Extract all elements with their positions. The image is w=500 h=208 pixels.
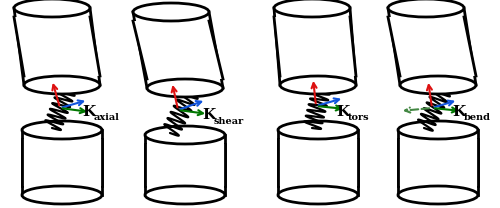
Ellipse shape <box>24 76 100 94</box>
Polygon shape <box>388 8 476 85</box>
Polygon shape <box>133 12 223 88</box>
Text: axial: axial <box>94 114 120 123</box>
Polygon shape <box>14 8 100 85</box>
Ellipse shape <box>280 76 356 94</box>
Text: K: K <box>202 108 215 122</box>
Ellipse shape <box>145 126 225 144</box>
Text: tors: tors <box>348 114 370 123</box>
Ellipse shape <box>388 0 464 17</box>
Ellipse shape <box>22 186 102 204</box>
Text: bend: bend <box>464 114 491 123</box>
Polygon shape <box>145 144 225 186</box>
Polygon shape <box>274 8 356 85</box>
Ellipse shape <box>133 3 209 21</box>
Polygon shape <box>388 17 476 76</box>
Ellipse shape <box>22 121 102 139</box>
Ellipse shape <box>278 186 358 204</box>
Ellipse shape <box>398 186 478 204</box>
Polygon shape <box>278 130 358 195</box>
Polygon shape <box>398 139 478 186</box>
Polygon shape <box>133 21 223 79</box>
Polygon shape <box>145 135 225 195</box>
Polygon shape <box>14 17 100 76</box>
Polygon shape <box>22 130 102 195</box>
Text: K: K <box>452 105 465 119</box>
Ellipse shape <box>278 121 358 139</box>
Polygon shape <box>398 130 478 195</box>
Text: K: K <box>82 105 95 119</box>
Text: K: K <box>336 105 349 119</box>
Ellipse shape <box>398 121 478 139</box>
Polygon shape <box>22 139 102 186</box>
Ellipse shape <box>14 0 90 17</box>
Ellipse shape <box>400 76 476 94</box>
Polygon shape <box>278 139 358 186</box>
Text: shear: shear <box>214 116 244 125</box>
Ellipse shape <box>147 79 223 97</box>
Ellipse shape <box>145 186 225 204</box>
Ellipse shape <box>274 0 350 17</box>
Polygon shape <box>274 17 356 76</box>
